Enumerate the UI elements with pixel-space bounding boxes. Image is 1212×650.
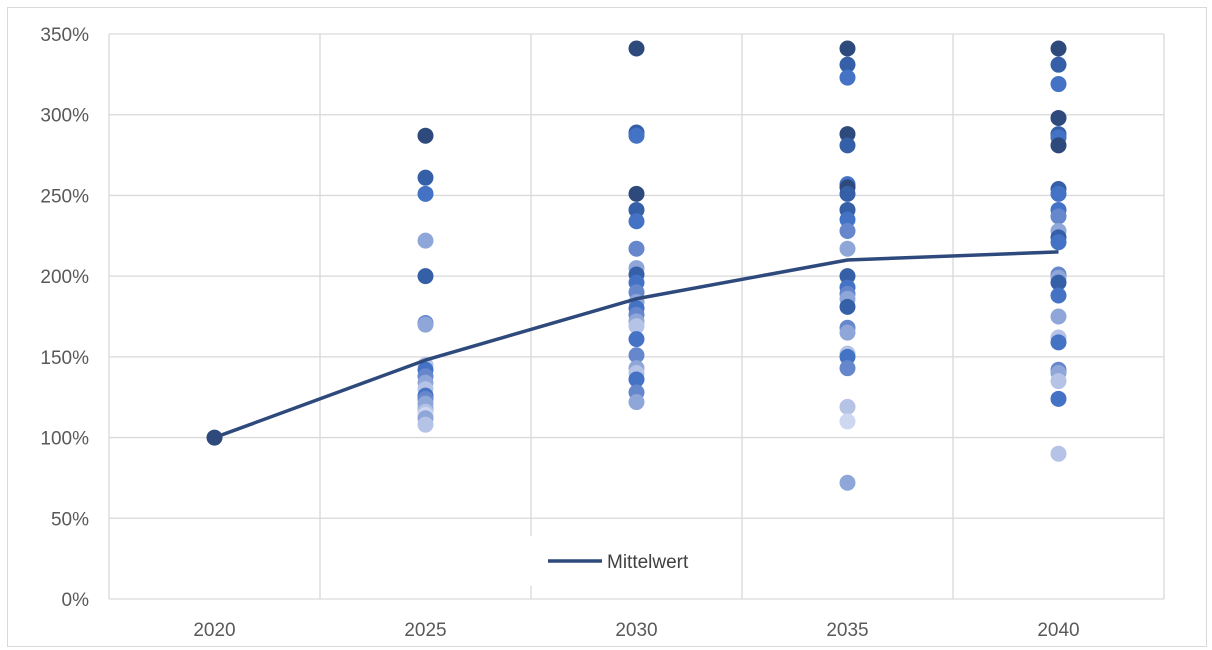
data-point: [1050, 334, 1067, 351]
data-point: [417, 316, 434, 333]
data-point: [1050, 308, 1067, 325]
data-point: [839, 69, 856, 86]
data-point: [839, 240, 856, 257]
x-axis-ticks: 2020 2025 2030 2035 2040: [193, 620, 1079, 641]
data-point: [839, 126, 856, 143]
mean-series: [213, 250, 1059, 440]
y-tick-label: 350%: [40, 25, 89, 46]
data-point: [1050, 76, 1067, 93]
data-point: [628, 185, 645, 202]
data-point: [839, 211, 856, 228]
data-points: [206, 40, 1067, 491]
data-point: [839, 298, 856, 315]
data-point: [417, 416, 434, 433]
data-point: [628, 347, 645, 364]
y-tick-label: 300%: [40, 106, 89, 127]
data-point: [1050, 109, 1067, 126]
data-point: [628, 213, 645, 230]
data-point: [839, 474, 856, 491]
legend: Mittelwert: [530, 536, 730, 586]
data-point: [628, 331, 645, 348]
data-point: [628, 371, 645, 388]
data-point: [839, 222, 856, 239]
data-point: [839, 185, 856, 202]
data-point: [839, 324, 856, 341]
x-tick-label: 2025: [404, 620, 446, 641]
data-point: [417, 127, 434, 144]
y-tick-label: 100%: [40, 429, 89, 450]
data-point: [1050, 234, 1067, 251]
data-point: [839, 268, 856, 285]
data-point: [417, 268, 434, 285]
x-tick-label: 2030: [615, 620, 657, 641]
data-point: [1050, 185, 1067, 202]
data-point: [1050, 390, 1067, 407]
data-point: [1050, 287, 1067, 304]
legend-label-mittelwert: Mittelwert: [607, 552, 689, 573]
x-tick-label: 2035: [826, 620, 868, 641]
data-point: [628, 394, 645, 411]
x-tick-label: 2020: [193, 620, 235, 641]
y-axis-ticks: 0% 50% 100% 150% 200% 250% 300% 350%: [40, 25, 89, 611]
data-point: [839, 56, 856, 73]
x-tick-label: 2040: [1037, 620, 1079, 641]
y-tick-label: 150%: [40, 348, 89, 369]
chart-frame: 0% 50% 100% 150% 200% 250% 300% 350% 2020 2025 20…: [7, 7, 1207, 647]
data-point: [1050, 274, 1067, 291]
y-tick-label: 50%: [51, 509, 89, 530]
y-tick-label: 250%: [40, 186, 89, 207]
data-point: [628, 40, 645, 57]
data-point: [839, 413, 856, 430]
data-point: [1050, 208, 1067, 225]
y-tick-label: 200%: [40, 267, 89, 288]
data-point: [628, 240, 645, 257]
data-point: [417, 169, 434, 186]
scatter-chart: 0%50%100%150%200%250%300%350% 2020 2025 20…: [40, 25, 1165, 641]
data-point: [1050, 373, 1067, 390]
data-point: [839, 398, 856, 415]
data-point: [628, 201, 645, 218]
data-point: [839, 348, 856, 365]
data-point: [839, 40, 856, 57]
data-point: [417, 232, 434, 249]
data-point: [417, 185, 434, 202]
data-point: [1050, 445, 1067, 462]
data-point: [628, 127, 645, 144]
mean-line: [213, 250, 1059, 440]
data-point: [628, 318, 645, 335]
y-tick-label: 0%: [62, 590, 90, 611]
data-point: [1050, 137, 1067, 154]
data-point: [1050, 40, 1067, 57]
data-point: [839, 137, 856, 154]
data-point: [839, 360, 856, 377]
data-point: [1050, 56, 1067, 73]
